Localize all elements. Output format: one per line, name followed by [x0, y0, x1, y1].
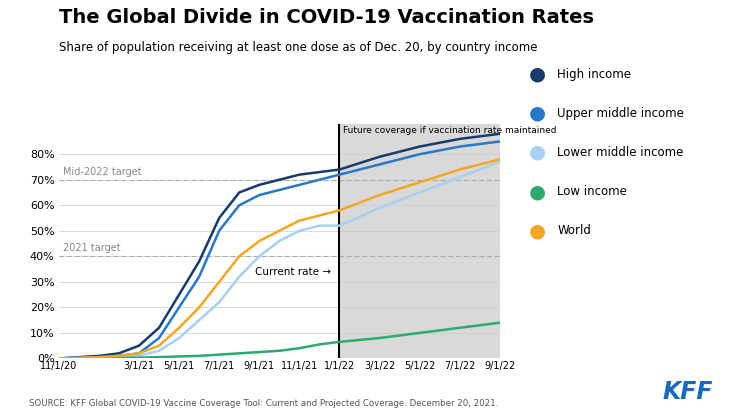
Text: Mid-2022 target: Mid-2022 target: [62, 167, 141, 177]
Text: World: World: [557, 224, 591, 237]
Text: Upper middle income: Upper middle income: [557, 107, 684, 120]
Text: KFF: KFF: [662, 380, 713, 404]
Text: ●: ●: [529, 182, 546, 201]
Text: Future coverage if vaccination rate maintained: Future coverage if vaccination rate main…: [343, 126, 557, 135]
Text: ●: ●: [529, 65, 546, 84]
Text: Current rate →: Current rate →: [255, 267, 331, 276]
Text: ●: ●: [529, 221, 546, 240]
Text: Share of population receiving at least one dose as of Dec. 20, by country income: Share of population receiving at least o…: [59, 41, 537, 54]
Text: ●: ●: [529, 143, 546, 162]
Text: Lower middle income: Lower middle income: [557, 146, 684, 159]
Text: ●: ●: [529, 104, 546, 123]
Text: High income: High income: [557, 68, 631, 81]
Text: Low income: Low income: [557, 185, 627, 198]
Bar: [340, 124, 500, 358]
Text: SOURCE: KFF Global COVID-19 Vaccine Coverage Tool: Current and Projected Coverag: SOURCE: KFF Global COVID-19 Vaccine Cove…: [29, 399, 498, 408]
Text: 2021 target: 2021 target: [62, 243, 121, 253]
Text: The Global Divide in COVID-19 Vaccination Rates: The Global Divide in COVID-19 Vaccinatio…: [59, 8, 594, 27]
